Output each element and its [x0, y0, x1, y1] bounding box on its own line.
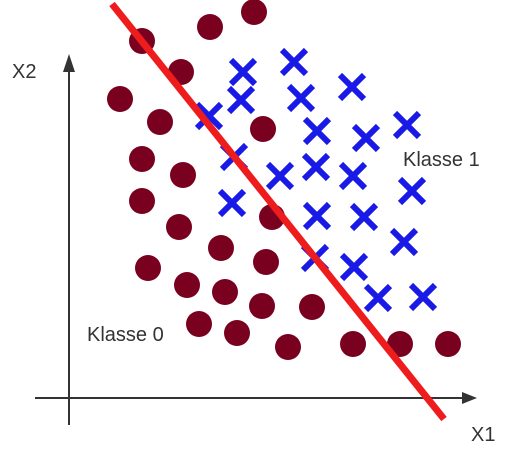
class-0-point — [129, 146, 155, 172]
class-1-point — [279, 47, 309, 77]
class-1-point — [389, 227, 419, 257]
class-0-point — [107, 86, 133, 112]
class-0-point — [299, 294, 325, 320]
class-0-point — [208, 235, 234, 261]
class-1-point — [301, 152, 331, 182]
class-1-points — [194, 47, 438, 313]
class-0-point — [250, 116, 276, 142]
class-0-point — [212, 279, 238, 305]
class-1-point — [408, 282, 438, 312]
class-0-point — [435, 331, 461, 357]
class-0-point — [174, 272, 200, 298]
class-0-point — [186, 311, 212, 337]
class-1-point — [351, 123, 381, 153]
class-1-point — [392, 110, 422, 140]
class-0-point — [147, 109, 173, 135]
class-0-point — [129, 188, 155, 214]
y-axis-arrow — [63, 54, 75, 72]
class-1-point — [337, 72, 367, 102]
x-axis-label: X1 — [471, 424, 496, 446]
class-1-point — [363, 283, 393, 313]
class-1-point — [338, 161, 368, 191]
class-0-point — [340, 331, 366, 357]
class-1-point — [194, 101, 224, 131]
class-1-point — [226, 85, 256, 115]
class-0-point — [253, 249, 279, 275]
class-1-label: Klasse 1 — [403, 149, 480, 171]
class-1-point — [339, 252, 369, 282]
class-1-point — [302, 201, 332, 231]
class-0-point — [241, 0, 267, 25]
class-0-point — [170, 162, 196, 188]
class-1-point — [349, 202, 379, 232]
class-1-point — [397, 176, 427, 206]
class-1-point — [217, 188, 247, 218]
class-0-label: Klasse 0 — [87, 324, 164, 346]
class-1-point — [228, 57, 258, 87]
x-axis-arrow — [462, 392, 477, 404]
y-axis-label: X2 — [12, 61, 37, 83]
axes — [35, 54, 477, 425]
class-1-point — [286, 83, 316, 113]
class-0-point — [197, 14, 223, 40]
class-0-point — [249, 293, 275, 319]
class-1-point — [265, 161, 295, 191]
class-1-point — [302, 116, 332, 146]
class-0-points — [107, 0, 461, 360]
decision-boundary — [109, 1, 447, 422]
class-0-point — [224, 320, 250, 346]
class-0-point — [166, 214, 192, 240]
class-0-point — [275, 334, 301, 360]
class-0-point — [135, 255, 161, 281]
